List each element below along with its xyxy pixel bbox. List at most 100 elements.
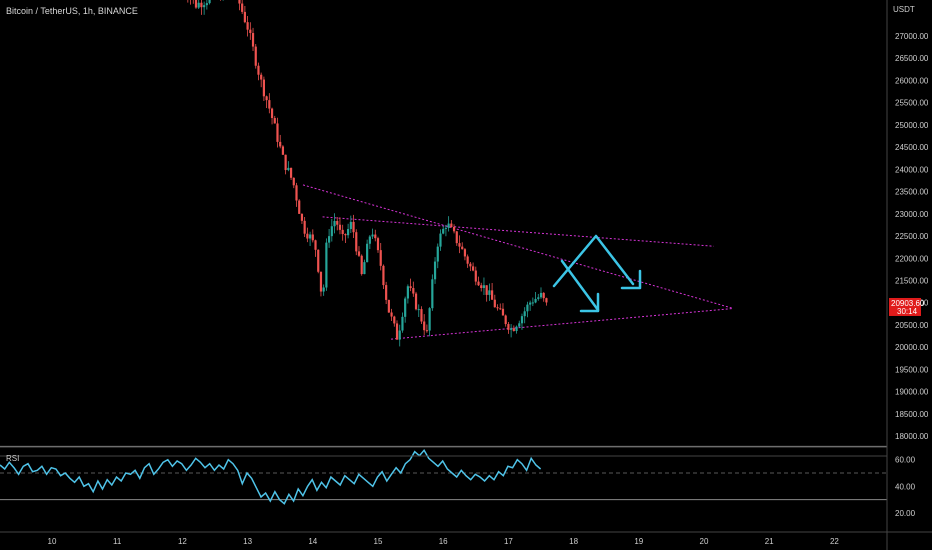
price-tick-label: 24500.00 <box>895 143 929 152</box>
down-projection-arrowhead <box>579 292 600 313</box>
price-tick-label: 20000.00 <box>895 343 929 352</box>
candle-body <box>374 234 377 239</box>
time-tick-label: 17 <box>504 537 513 546</box>
candle-body <box>208 0 211 4</box>
candle-body <box>480 285 483 289</box>
candle-body <box>412 288 415 294</box>
price-tick-label: 23500.00 <box>895 188 929 197</box>
lower-trendline <box>390 307 734 340</box>
projection-arrows <box>552 234 642 313</box>
candle-body <box>238 0 241 4</box>
price-tick-label: 19500.00 <box>895 365 929 374</box>
time-tick-label: 16 <box>439 537 448 546</box>
price-tick-label: 24000.00 <box>895 165 929 174</box>
candle-body <box>246 22 249 30</box>
candle-body <box>262 79 265 97</box>
candle-body <box>420 309 423 322</box>
candle-body <box>406 286 409 299</box>
candle-body <box>205 3 208 6</box>
candle-body <box>303 220 306 234</box>
candle-body <box>455 231 458 244</box>
candle-body <box>382 265 385 286</box>
candle-body <box>469 263 472 267</box>
candle-body <box>417 309 420 311</box>
candle-body <box>463 249 467 257</box>
rsi-tick-label: 60.00 <box>895 456 916 465</box>
time-tick-label: 14 <box>308 537 317 546</box>
candle-body <box>300 213 304 221</box>
price-tick-label: 18000.00 <box>895 432 929 441</box>
candle-body <box>431 279 434 309</box>
time-tick-label: 19 <box>634 537 643 546</box>
candle-body <box>333 220 336 227</box>
price-tick-label: 22000.00 <box>895 254 929 263</box>
candle-body <box>504 315 507 325</box>
candle-body <box>485 285 488 295</box>
candle-body <box>447 223 450 228</box>
rsi-label: RSI <box>6 454 19 463</box>
candle-body <box>357 251 361 256</box>
time-tick-label: 10 <box>48 537 57 546</box>
candle-body <box>295 185 298 201</box>
candle-body <box>257 65 260 75</box>
candle-body <box>482 285 486 289</box>
candle-body <box>523 311 526 317</box>
price-tick-label: 19000.00 <box>895 388 929 397</box>
candle-body <box>471 266 475 271</box>
candle-body <box>444 227 448 229</box>
price-tick-label: 25000.00 <box>895 121 929 130</box>
time-tick-label: 20 <box>700 537 709 546</box>
candle-body <box>317 249 320 272</box>
candle-body <box>385 285 388 300</box>
time-tick-label: 12 <box>178 537 187 546</box>
candle-body <box>366 243 369 263</box>
price-tick-label: 20500.00 <box>895 321 929 330</box>
down-projection-arrow <box>560 259 600 312</box>
candle-body <box>379 250 382 266</box>
candle-body <box>347 228 350 236</box>
candle-body <box>450 223 453 227</box>
candle-body <box>298 200 301 214</box>
price-tick-label: 21500.00 <box>895 276 929 285</box>
candle-body <box>336 220 339 225</box>
candle-body <box>466 256 469 264</box>
candle-body <box>363 262 366 275</box>
candle-body <box>254 46 257 66</box>
rsi-tick-label: 40.00 <box>895 482 916 491</box>
candle-body <box>395 323 399 340</box>
candle-body <box>496 307 499 309</box>
candle-body <box>322 287 325 292</box>
candle-body <box>330 226 333 237</box>
candle-body <box>265 96 268 101</box>
candle-body <box>520 316 524 324</box>
price-tick-label: 26500.00 <box>895 54 929 63</box>
up-projection-arrow <box>552 234 635 288</box>
candle-body <box>319 271 323 292</box>
candle-body <box>268 100 271 109</box>
candle-body <box>376 238 380 251</box>
candle-body <box>276 123 279 142</box>
candle-body <box>311 234 314 241</box>
time-tick-label: 11 <box>113 537 122 546</box>
candle-body <box>491 290 494 300</box>
rsi-line <box>0 449 542 505</box>
candle-body <box>344 234 347 236</box>
candle-body <box>241 3 244 12</box>
candle-body <box>398 330 401 340</box>
current-price-tag: 20903.60 30:14 <box>889 297 925 316</box>
candle-body <box>512 328 515 331</box>
candle-body <box>289 167 293 178</box>
candle-body <box>360 255 363 275</box>
candle-body <box>352 221 355 233</box>
candle-body <box>249 29 252 34</box>
candle-body <box>393 316 396 324</box>
price-tag-countdown: 30:14 <box>897 307 918 316</box>
candle-body <box>273 118 276 124</box>
price-tick-label: 25500.00 <box>895 99 929 108</box>
time-tick-label: 13 <box>243 537 252 546</box>
candle-body <box>287 167 290 171</box>
time-tick-label: 22 <box>830 537 839 546</box>
candle-body <box>461 246 464 250</box>
